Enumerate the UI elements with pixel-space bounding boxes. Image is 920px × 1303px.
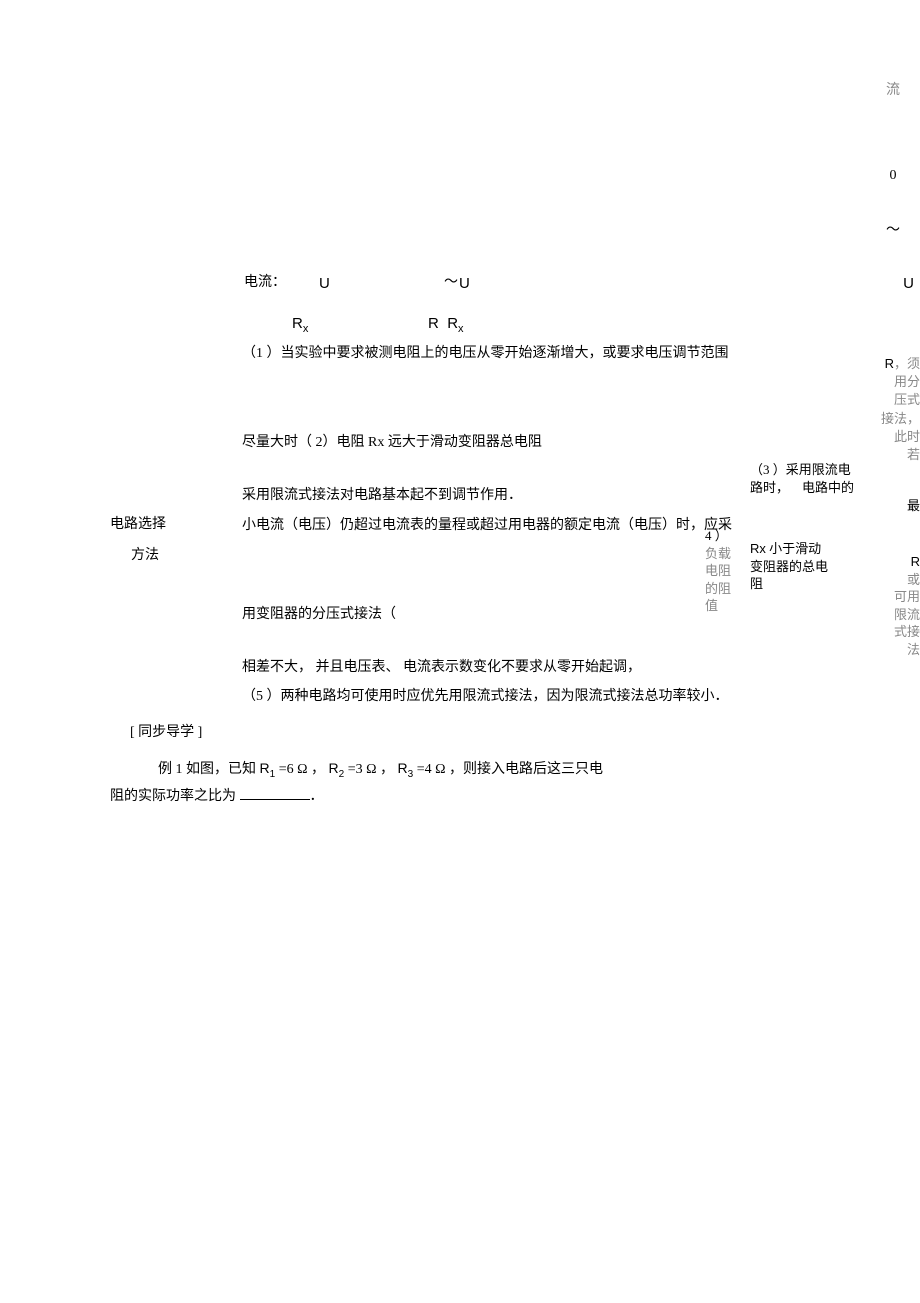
rs2-1: （3 ）采用限流电 [750,461,920,479]
ex-o2: Ω [366,762,376,777]
ex-r2v: =3 [344,762,366,777]
left-label-2: 方法 [110,541,180,572]
rr2: R [447,315,458,332]
example-1: 例 1 如图，已知 R1 =6 Ω ， R2 =3 Ω ， R3 =4 Ω ，则… [130,755,830,784]
p6: （5 ）两种电路均可使用时应优先用限流式接法，因为限流式接法总功率较小． [242,684,782,709]
rs3-4: 的阻 [705,580,745,598]
var-u2: U [459,270,470,297]
content-area: （1 ）当实验中要求被测电阻上的电压从零开始逐渐增大，或要求电压调节范围 尽量大… [242,335,782,713]
right-side-3: 4 ） 负载 电阻 的阻 值 [705,527,745,615]
ex-c1: ， [308,762,329,777]
rs4-1: Rx 小于滑动 [750,540,870,558]
right-side-2: （3 ）采用限流电 路时， 电路中的 最 [750,461,920,516]
current-row: 电流： U ～ U U [244,270,914,295]
ex-r2: R [329,760,339,776]
p2b: 采用限流式接法对电路基本起不到调节作用． [242,483,782,508]
right-side-1: R，须 用分 压式 接法， 此时 若 [830,355,920,464]
sync-section: [ 同步导学 ] 例 1 如图，已知 R1 =6 Ω ， R2 =3 Ω ， R… [130,720,830,809]
rs4-3: 阻 [750,575,870,593]
rs1-4: 接法， [830,410,920,428]
char-liu: 流 [886,78,900,103]
tilde-mid: ～ [444,270,458,295]
example-1-cont: 阻的实际功率之比为 ． [110,784,830,809]
rs4-1t: 小于滑动 [769,541,821,556]
ex-a: 例 1 如图，已知 [158,762,260,777]
rs5-5: 式接 [880,623,920,641]
ex-r1: R [260,760,270,776]
ex-o3: Ω [435,762,445,777]
rs1-1: R，须 [830,355,920,373]
rs5-2: 或 [880,571,920,589]
ex-period: ． [310,789,324,804]
rx1-sub: x [303,323,309,335]
p3: 小电流（电压）仍超过电流表的量程或超过用电器的额定电流（电压）时，应采 [242,513,782,538]
rs3-3: 电阻 [705,562,745,580]
rx1-r: R [292,315,303,332]
rs3-2: 负载 [705,545,745,563]
ex-r1v: =6 [275,762,297,777]
ex-r3: R [398,760,408,776]
rs4-2: 变阻器的总电 [750,558,870,576]
ex-b: ，则接入电路后这三只电 [446,762,604,777]
rs5-1: R [880,553,920,571]
rs1-2: 用分 [830,373,920,391]
var-u1: U [319,270,330,297]
rr1: R [428,315,439,332]
ex-l2a: 阻的实际功率之比为 [110,789,240,804]
current-label: 电流： [244,270,286,295]
sync-title: [ 同步导学 ] [130,720,830,745]
char-zero: 0 [886,163,900,188]
left-label: 电路选择 方法 [110,510,180,572]
rs2-2: 路时， 电路中的 [750,479,920,497]
rs3-1: 4 ） [705,527,745,545]
rs5-3: 可用 [880,588,920,606]
ex-r3v: =4 [413,762,435,777]
right-side-5: R 或 可用 限流 式接 法 [880,553,920,658]
var-u3: U [903,270,914,297]
rs5-4: 限流 [880,606,920,624]
ex-c2: ， [377,762,398,777]
var-rx1: Rx [292,315,308,332]
char-tilde: ～ [886,218,900,243]
rs1-r: R [885,356,894,371]
rr2-sub: x [458,323,464,335]
p2a: 尽量大时（ 2）电阻 Rx 远大于滑动变阻器总电阻 [242,430,782,455]
ex-o1: Ω [297,762,307,777]
rs1-5: 此时 [830,428,920,446]
right-side-4: Rx 小于滑动 变阻器的总电 阻 [750,540,870,593]
p4: 用变阻器的分压式接法（ [242,602,782,627]
rs1-rest: ，须 [894,356,920,371]
rs3-5: 值 [705,597,745,615]
rs5-6: 法 [880,641,920,659]
rs1-3: 压式 [830,391,920,409]
blank-fill [240,786,310,800]
left-label-1: 电路选择 [110,510,180,541]
rs2-2b: 电路中的 [802,480,854,495]
rs2-3: 最 [750,497,920,515]
p1: （1 ）当实验中要求被测电阻上的电压从零开始逐渐增大，或要求电压调节范围 [242,341,782,366]
rs2-2a: 路时， [750,480,789,495]
p5: 相差不大， 并且电压表、 电流表示数变化不要求从零开始起调， [242,655,782,680]
